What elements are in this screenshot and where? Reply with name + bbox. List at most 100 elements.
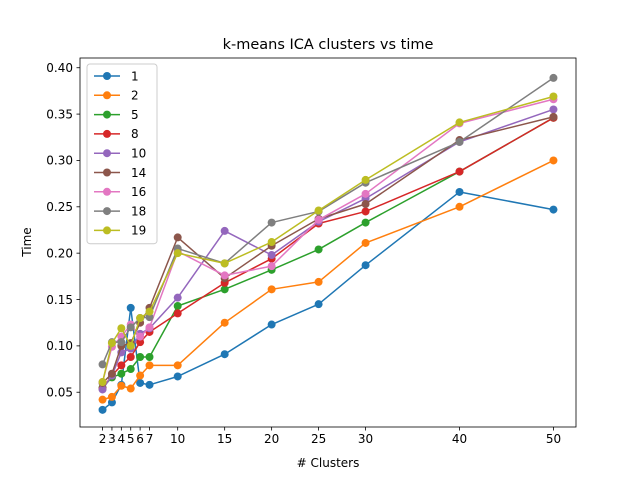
x-tick-label: 50 [546, 432, 561, 446]
legend-marker [103, 91, 111, 100]
data-point [220, 285, 229, 294]
data-point [173, 309, 182, 318]
legend-item: 5 [94, 108, 139, 122]
data-point [98, 360, 107, 369]
data-point [145, 353, 154, 362]
legend-marker [103, 129, 111, 138]
data-point [220, 350, 229, 359]
data-point [107, 369, 116, 378]
data-point [173, 293, 182, 302]
legend-item: 8 [94, 127, 139, 141]
y-axis: 0.05 0.10 0.15 0.20 0.25 0.30 0.35 0.40 [46, 61, 80, 400]
data-point [145, 307, 154, 316]
x-tick-label: 40 [452, 432, 467, 446]
x-tick-label: 6 [136, 432, 144, 446]
data-point [145, 361, 154, 370]
legend-label: 14 [131, 166, 146, 180]
x-tick-label: 20 [264, 432, 279, 446]
data-point [455, 202, 464, 211]
x-tick-label: 15 [217, 432, 232, 446]
legend-label: 2 [131, 89, 139, 103]
legend-label: 1 [131, 69, 139, 83]
data-point [117, 381, 126, 390]
data-point [267, 251, 276, 260]
data-point [145, 323, 154, 332]
x-tick-label: 5 [127, 432, 135, 446]
data-point [267, 262, 276, 271]
y-tick-label: 0.25 [46, 200, 73, 214]
data-point [107, 339, 116, 348]
y-tick-label: 0.40 [46, 61, 73, 75]
data-point [107, 392, 116, 401]
legend-marker [103, 72, 111, 80]
data-point [455, 118, 464, 127]
legend-label: 8 [131, 127, 139, 141]
data-point [549, 73, 558, 82]
data-point [117, 369, 126, 378]
data-point [220, 271, 229, 280]
data-point [126, 384, 135, 393]
x-tick-label: 7 [146, 432, 154, 446]
legend-item: 14 [94, 166, 146, 180]
x-tick-label: 10 [170, 432, 185, 446]
data-point [314, 277, 323, 286]
data-point [549, 156, 558, 165]
legend-item: 10 [94, 147, 146, 161]
legend-marker [103, 110, 111, 119]
legend-marker [103, 187, 111, 196]
x-tick-label: 30 [358, 432, 373, 446]
legend-label: 19 [131, 224, 146, 238]
legend-item: 16 [94, 185, 146, 199]
data-point [361, 200, 370, 209]
data-point [173, 249, 182, 258]
data-point [173, 233, 182, 242]
legend-label: 18 [131, 204, 146, 218]
data-point [361, 175, 370, 184]
data-point [126, 323, 135, 332]
legend-label: 5 [131, 108, 139, 122]
legend-marker [103, 226, 111, 235]
data-point [455, 137, 464, 146]
legend-marker [103, 149, 111, 158]
data-point [267, 218, 276, 227]
data-point [361, 261, 370, 270]
data-point [126, 365, 135, 374]
x-tick-label: 2 [99, 432, 107, 446]
legend-marker [103, 168, 111, 177]
y-tick-label: 0.20 [46, 246, 73, 260]
x-tick-label: 25 [311, 432, 326, 446]
y-tick-label: 0.35 [46, 107, 73, 121]
data-point [117, 324, 126, 333]
legend: 1 2 5 8 10 14 16 18 19 [86, 63, 158, 245]
y-tick-label: 0.15 [46, 293, 73, 307]
plot-area [98, 73, 558, 414]
data-point [220, 318, 229, 327]
data-point [145, 380, 154, 389]
y-tick-label: 0.05 [46, 386, 73, 400]
data-point [98, 385, 107, 394]
legend-item: 2 [94, 89, 139, 103]
legend-marker [103, 207, 111, 216]
data-point [136, 314, 145, 323]
data-point [267, 320, 276, 329]
data-point [267, 285, 276, 294]
data-point [455, 167, 464, 176]
data-point [117, 361, 126, 370]
data-point [126, 341, 135, 350]
x-tick-label: 3 [108, 432, 116, 446]
data-point [136, 353, 145, 362]
legend-item: 18 [94, 204, 146, 218]
x-axis: 2 3 4 5 6 7 10 15 20 25 30 40 50 [99, 427, 561, 446]
data-point [145, 313, 154, 322]
data-point [136, 332, 145, 341]
series-2 [98, 156, 558, 404]
data-point [98, 405, 107, 414]
legend-box [86, 63, 158, 245]
data-point [361, 238, 370, 247]
data-point [173, 361, 182, 370]
y-tick-label: 0.10 [46, 339, 73, 353]
data-point [361, 189, 370, 198]
data-point [136, 338, 145, 347]
legend-item: 19 [94, 224, 146, 238]
